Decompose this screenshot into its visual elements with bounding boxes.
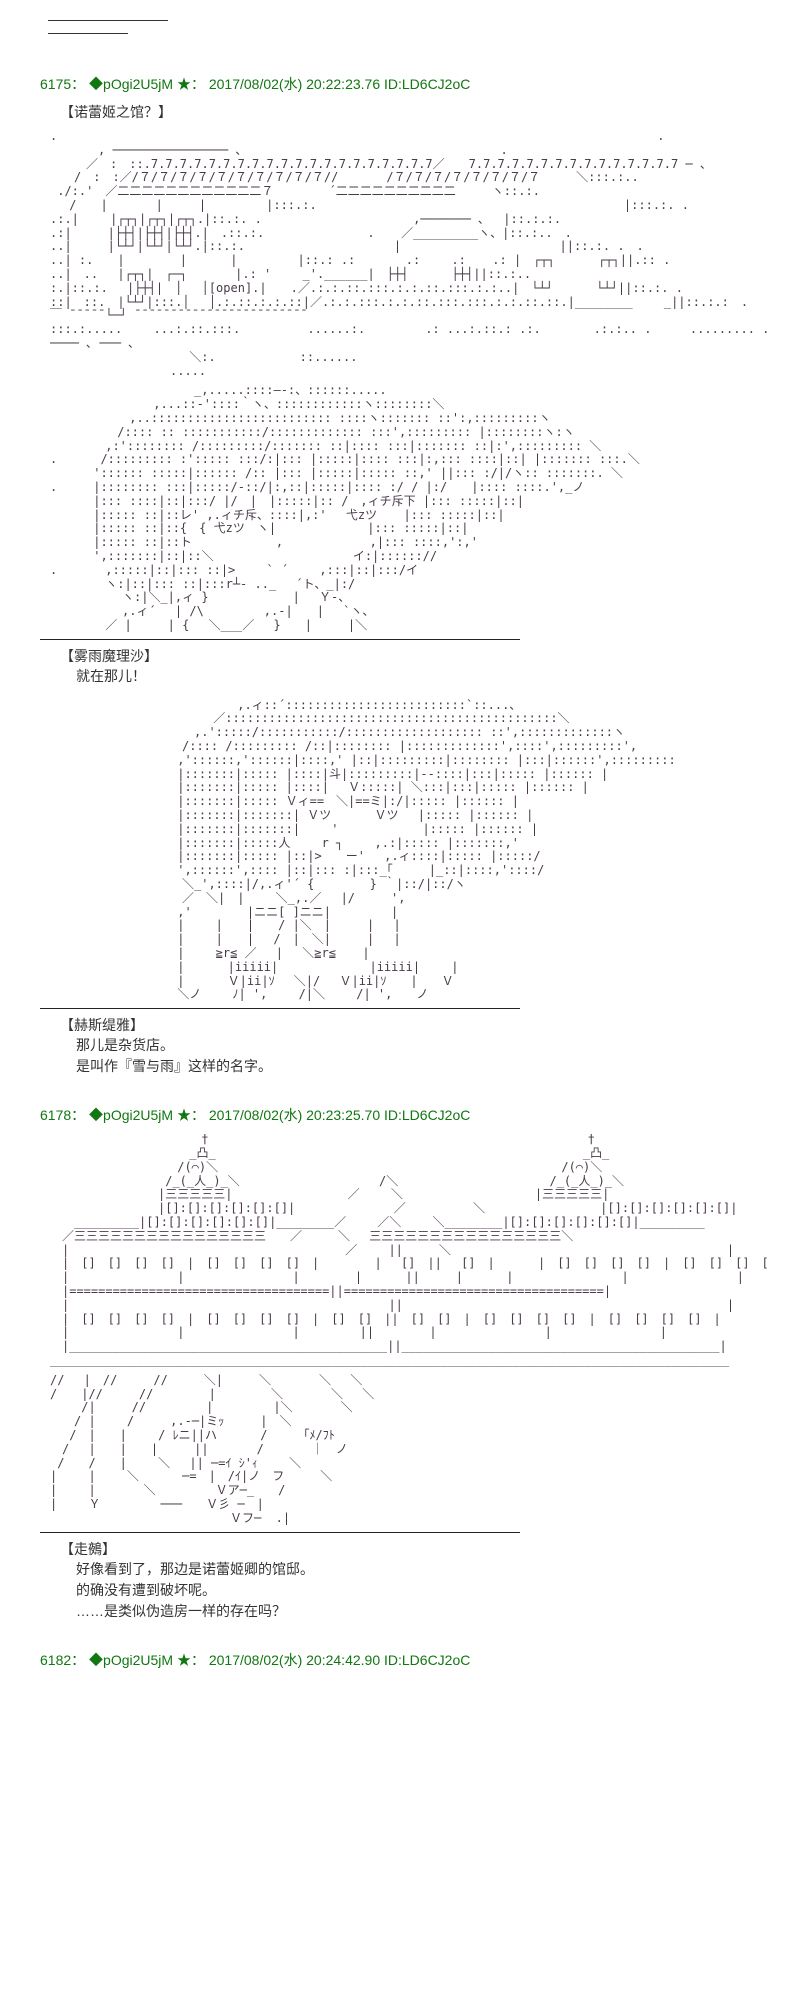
header-lines (40, 20, 769, 34)
sep: ： (71, 1652, 85, 1668)
divider (40, 639, 520, 640)
post-header: 6175： ◆pOgi2U5jM ★： 2017/08/02(水) 20:22:… (40, 74, 769, 94)
divider (40, 1532, 520, 1533)
tripcode[interactable]: ◆pOgi2U5jM (89, 76, 173, 92)
scene-caption: 【诺蕾姬之馆？】 (60, 102, 769, 122)
dialogue-line: 好像看到了，那边是诺蕾姬卿的馆邸。 (76, 1559, 769, 1580)
dialogue-block: 那儿是杂货店。 是叫作『雪与雨』这样的名字。 (76, 1035, 769, 1077)
dialogue-block: 好像看到了，那边是诺蕾姬卿的馆邸。 的确没有遭到破坏呢。 ……是类似伪造房一样的… (76, 1559, 769, 1622)
post-number: 6178 (40, 1107, 71, 1123)
sep: ： (71, 76, 85, 92)
tripcode[interactable]: ◆pOgi2U5jM (89, 1107, 173, 1123)
tripcode[interactable]: ◆pOgi2U5jM (89, 1652, 173, 1668)
post-6175: 6175： ◆pOgi2U5jM ★： 2017/08/02(水) 20:22:… (40, 74, 769, 1077)
post-id: ID:LD6CJ2oC (384, 1652, 470, 1668)
sep: ： (71, 1107, 85, 1123)
sep: ： (191, 1107, 205, 1123)
speaker-name: 【雾雨魔理沙】 (60, 646, 769, 666)
dialogue-line: 的确没有遭到破坏呢。 (76, 1580, 769, 1601)
sep: ： (191, 76, 205, 92)
post-header: 6178： ◆pOgi2U5jM ★： 2017/08/02(水) 20:23:… (40, 1105, 769, 1125)
ascii-art-house: . . , ──────────────── 、 . ／ : ::.7.7.7.… (50, 130, 769, 378)
post-6178: 6178： ◆pOgi2U5jM ★： 2017/08/02(水) 20:23:… (40, 1105, 769, 1621)
header-line-2 (48, 33, 128, 34)
post-number: 6182 (40, 1652, 71, 1668)
speaker-name: 【走鵺】 (60, 1539, 769, 1559)
ascii-art-marisa: _,.....::::―-:、::::::..... ,...::‐'::::｀… (50, 384, 769, 632)
star-icon: ★ (177, 76, 191, 92)
dialogue-line: 就在那儿！ (76, 666, 769, 687)
post-id: ID:LD6CJ2oC (384, 76, 470, 92)
header-line-1 (48, 20, 168, 21)
post-header: 6182： ◆pOgi2U5jM ★： 2017/08/02(水) 20:24:… (40, 1650, 769, 1670)
post-date: 2017/08/02(水) 20:22:23.76 (209, 76, 380, 92)
ascii-art-hestia: ,.ィ::´:::::::::::::::::::::::::`::...、 ／… (50, 699, 769, 1003)
dialogue-line: 那儿是杂货店。 (76, 1035, 769, 1056)
dialogue-line: 是叫作『雪与雨』这样的名字。 (76, 1056, 769, 1077)
ascii-art-monster: // | // // ＼| ＼ ＼ ＼ / |// // | ＼ ＼ ＼ /| … (50, 1374, 769, 1526)
dialogue-line: ……是类似伪造房一样的存在吗？ (76, 1601, 769, 1622)
sep: ： (191, 1652, 205, 1668)
star-icon: ★ (177, 1107, 191, 1123)
divider (40, 1008, 520, 1009)
post-date: 2017/08/02(水) 20:23:25.70 (209, 1107, 380, 1123)
post-6182: 6182： ◆pOgi2U5jM ★： 2017/08/02(水) 20:24:… (40, 1650, 769, 1670)
post-number: 6175 (40, 76, 71, 92)
post-id: ID:LD6CJ2oC (384, 1107, 470, 1123)
speaker-name: 【赫斯缇雅】 (60, 1015, 769, 1035)
ascii-art-mansion: † † _凸_ _凸_ /(⌒)＼ /(⌒)＼ /_(_人_)_＼ /＼ /_(… (50, 1133, 769, 1368)
star-icon: ★ (177, 1652, 191, 1668)
post-date: 2017/08/02(水) 20:24:42.90 (209, 1652, 380, 1668)
